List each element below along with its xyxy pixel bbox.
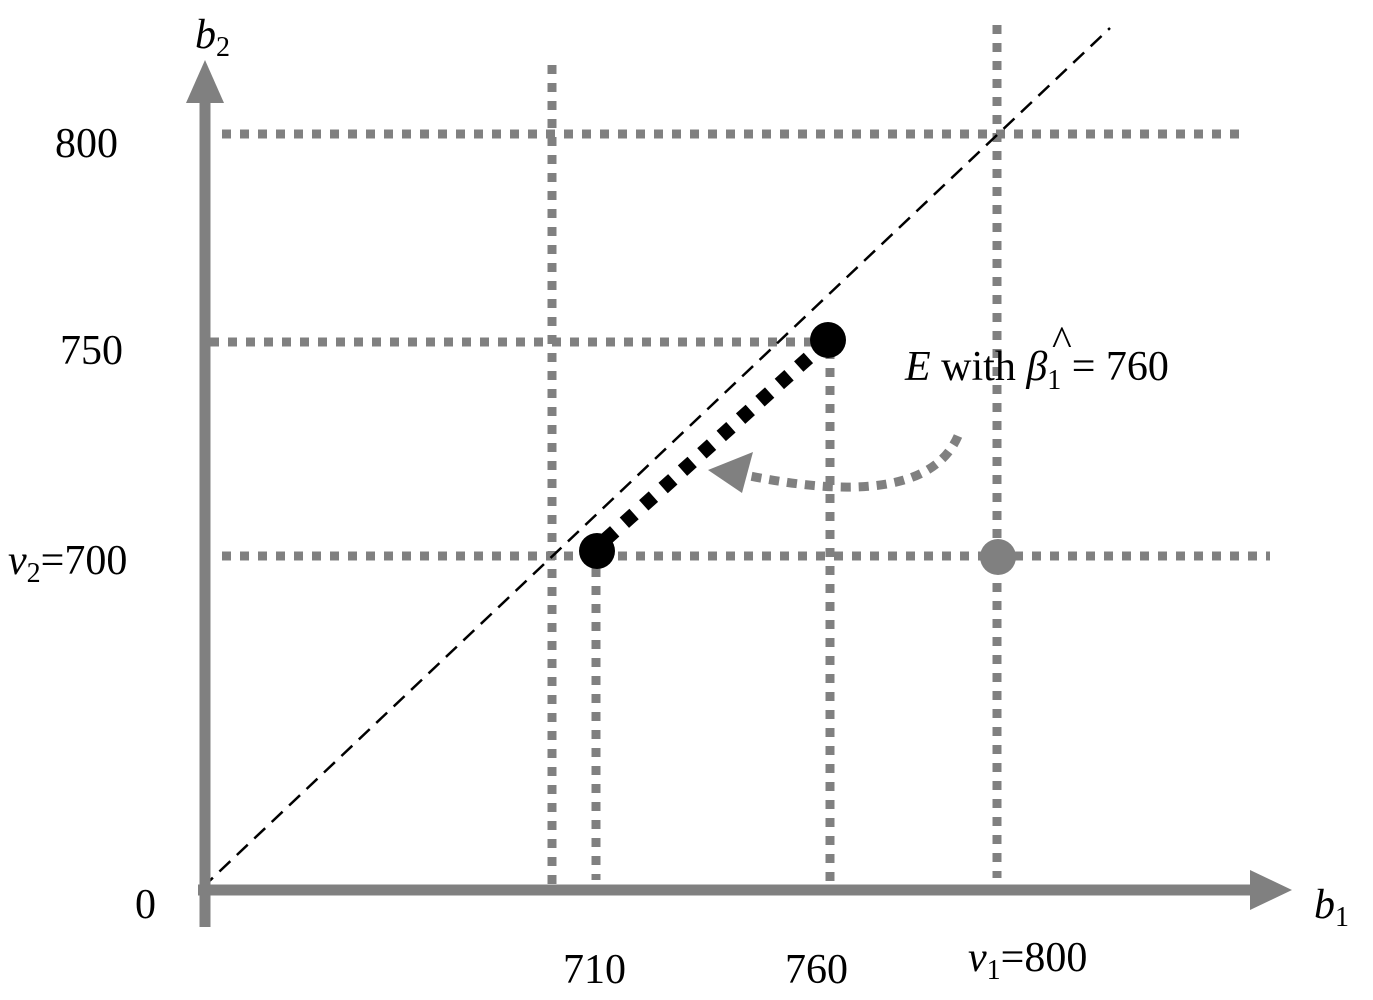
- curved-arrow-head: [708, 452, 753, 493]
- diagonal-line: [201, 27, 1111, 889]
- x-tick-710: 710: [563, 947, 626, 993]
- y-tick-750: 750: [60, 328, 123, 374]
- x-tick-760: 760: [785, 947, 848, 993]
- value-point: [980, 539, 1016, 575]
- origin-label: 0: [135, 882, 156, 928]
- equilibrium-annotation: E with β1 = 760: [904, 344, 1169, 396]
- y-axis-arrowhead: [186, 60, 224, 103]
- y-tick-v2: v2=700: [8, 538, 127, 589]
- y-tick-800: 800: [55, 121, 118, 167]
- x-axis-arrowhead: [1250, 870, 1292, 910]
- equilibrium-endpoint-high: [810, 322, 846, 358]
- beta-hat-accent: ^: [1052, 319, 1072, 365]
- y-axis-label: b2: [195, 12, 230, 63]
- curved-arrow: [744, 434, 963, 492]
- x-axis-label: b1: [1314, 882, 1349, 933]
- equilibrium-endpoint-low: [579, 533, 615, 569]
- x-tick-v1: v1=800: [968, 935, 1087, 986]
- equilibrium-segment: [600, 346, 820, 546]
